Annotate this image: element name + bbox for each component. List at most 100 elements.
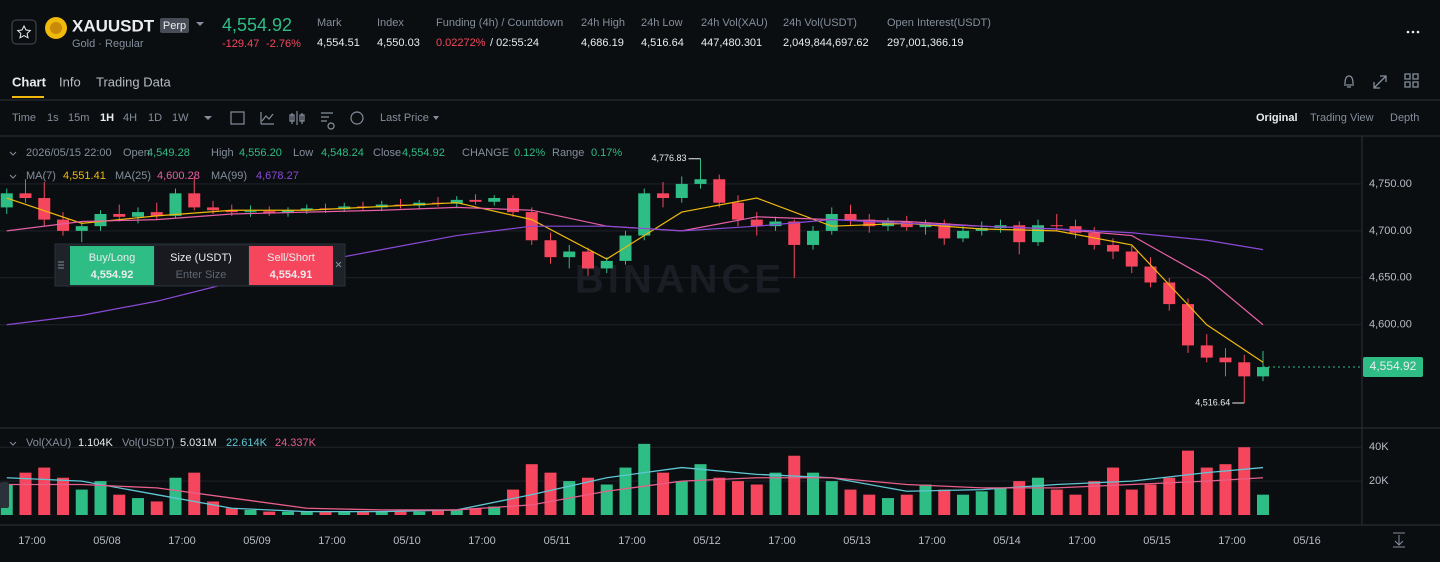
calendar-icon[interactable] [230,111,245,125]
stat-label: Funding (4h) / Countdown [436,17,563,29]
alert-icon[interactable] [1344,75,1354,88]
stat-value: 4,686.19 [581,37,624,49]
view[interactable]: Trading View [1310,112,1374,124]
last-price: 4,554.92 [222,15,292,35]
volume-bar [1257,494,1269,515]
more-button[interactable] [1406,30,1420,34]
x-tick-label: 17:00 [918,535,946,547]
ma-line [6,197,1264,363]
candle-icon[interactable] [289,111,305,125]
volume-bar [75,489,88,515]
scroll-left[interactable] [0,482,9,508]
info-value: 0.12% [514,147,545,159]
info-label: CHANGE [462,147,509,159]
volume-bar [957,494,969,515]
buy-button[interactable] [70,246,154,285]
ma-label: MA(7) [26,170,56,182]
sell-price[interactable]: 4,554.91 [270,269,313,281]
settings-icon[interactable] [321,112,335,130]
price-mode-dropdown[interactable] [433,116,439,120]
volume-bar [844,489,857,515]
price-mode[interactable]: Last Price [380,112,429,124]
template-icon[interactable] [350,111,364,125]
interval[interactable]: 4H [123,112,137,124]
candle-body [57,219,69,231]
interval[interactable]: 1W [172,112,189,124]
volume-bar [750,484,763,515]
buy-price[interactable]: 4,554.92 [91,269,134,281]
stat-value: / 02:55:24 [490,37,539,49]
interval-dropdown[interactable] [204,116,212,120]
buy-label[interactable]: Buy/Long [89,252,135,264]
info-label: Low [293,147,313,159]
interval[interactable]: Time [12,112,36,124]
symbol[interactable]: XAUUSDT [72,16,155,35]
candle-body [1257,367,1269,377]
volume-bar [694,464,707,515]
tab[interactable]: Trading Data [96,74,171,89]
last-price-box [1363,357,1423,378]
sell-label[interactable]: Sell/Short [267,252,315,264]
star-icon [16,24,32,39]
volume-value: 5.031M [180,437,217,449]
volume-bar [919,484,932,515]
volume-bar [938,489,951,515]
tab-active[interactable]: Chart [12,74,47,89]
favorite-button[interactable] [11,19,37,45]
volume-bar [525,464,538,515]
size-input[interactable] [155,246,248,285]
auto-scale[interactable] [1393,532,1405,548]
drag-handle[interactable] [58,261,64,269]
view[interactable]: Depth [1390,112,1419,124]
volume-ma-value: 24.337K [275,437,317,449]
stat-label: Open Interest(USDT) [887,17,991,29]
candle-body [769,221,782,227]
sell-button[interactable] [249,246,333,285]
volume-bar [1125,489,1138,515]
size-placeholder[interactable]: Enter Size [176,269,227,281]
view-active[interactable]: Original [1256,112,1298,124]
volume-bar [1144,484,1157,515]
collapse-icon[interactable] [9,174,17,179]
candle-body [1219,357,1232,363]
ma-label: MA(25) [115,170,151,182]
stat-value: 4,554.51 [317,37,360,49]
candle-body [282,210,294,214]
interval[interactable]: 1D [148,112,162,124]
volume-bar [994,487,1007,515]
candle-body [957,230,969,239]
info-label: Range [552,147,584,159]
y-tick-label: 4,600.00 [1369,319,1412,331]
tab[interactable]: Info [59,74,81,89]
volume-bar [150,501,163,515]
price-change: -129.47 [222,38,259,50]
volume-bar [600,484,613,515]
volume-bar [225,508,238,515]
interval[interactable]: 15m [68,112,89,124]
layout-icon[interactable] [1404,73,1419,88]
candle-body [169,193,182,216]
volume-bar [94,481,107,515]
volume-bar [863,494,876,515]
candle-body [1125,251,1138,267]
candle-body [188,193,201,208]
symbol-dropdown[interactable] [196,22,204,26]
candle-body [825,213,838,231]
volume-bar [732,481,744,515]
ma-value: 4,551.41 [63,170,106,182]
stat-value: 4,516.64 [641,37,684,49]
ma-label: MA(99) [211,170,247,182]
stat-label: 24h Vol(XAU) [701,17,768,29]
badge-bg [160,18,189,33]
close-panel[interactable] [335,261,342,268]
indicator-icon[interactable] [260,112,274,125]
collapse-icon[interactable] [9,151,17,156]
fullscreen-icon[interactable] [1373,75,1387,89]
interval[interactable]: 1s [47,112,59,124]
candle-body [863,219,876,227]
stat-value: 297,001,366.19 [887,37,963,49]
volume-ma-value: 22.614K [226,437,268,449]
collapse-icon[interactable] [9,441,17,446]
interval-active[interactable]: 1H [100,112,114,124]
